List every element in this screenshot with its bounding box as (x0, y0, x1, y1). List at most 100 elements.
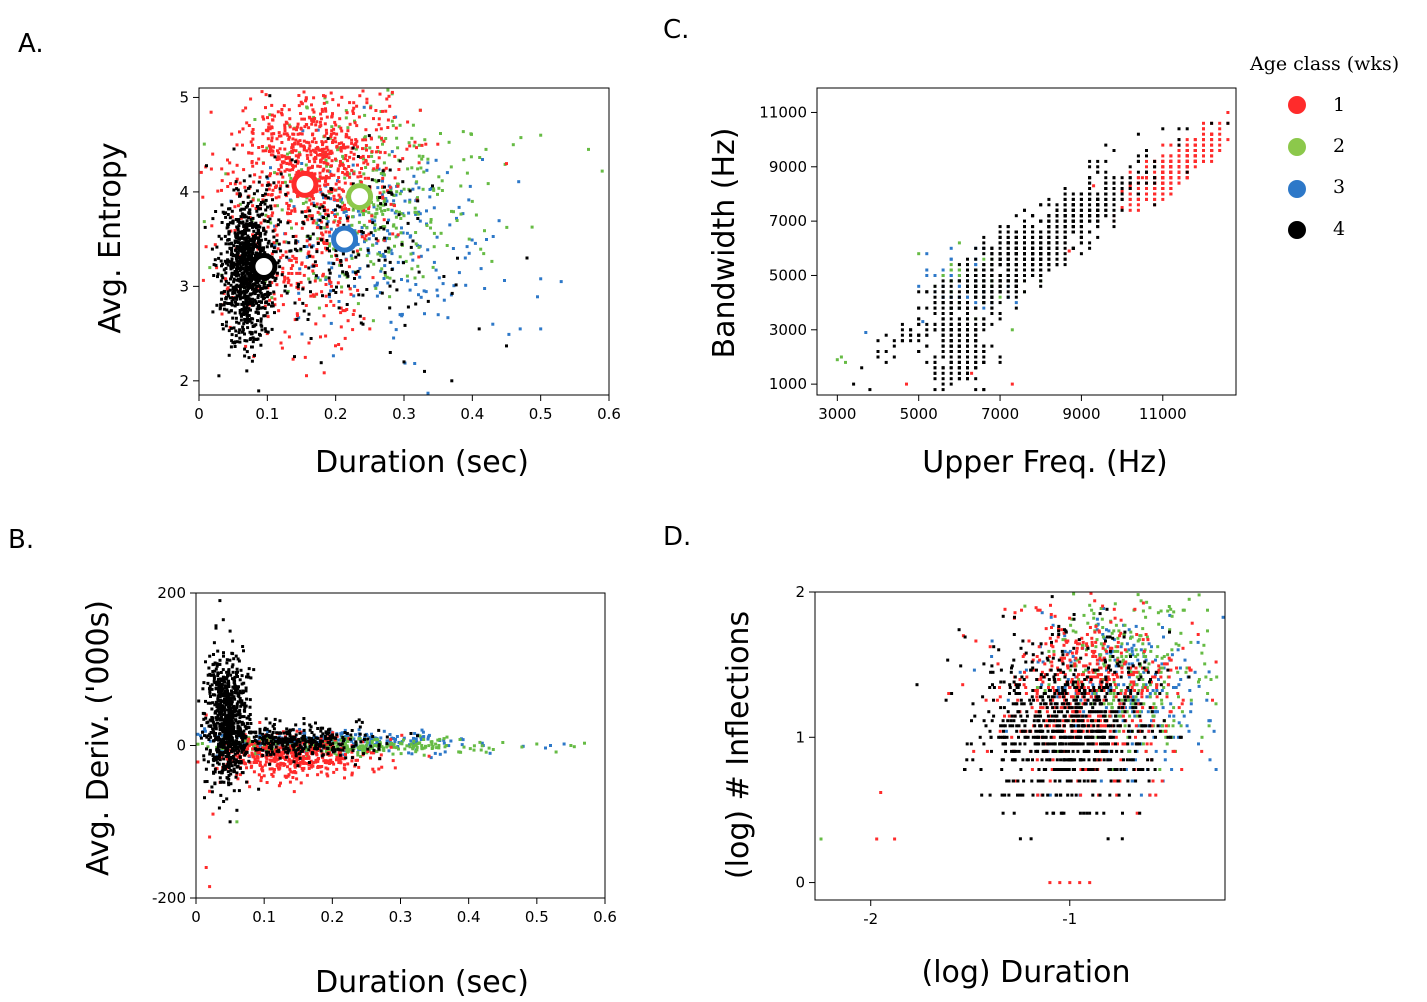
data-point (286, 289, 290, 293)
data-point (238, 236, 241, 240)
data-point (266, 315, 270, 319)
data-point (215, 748, 219, 752)
data-point (925, 268, 929, 272)
data-point (250, 160, 254, 163)
data-point (222, 780, 226, 784)
data-point (233, 675, 237, 679)
data-point (412, 739, 416, 743)
data-point (293, 318, 297, 322)
data-point (243, 347, 247, 351)
data-point (333, 120, 337, 124)
data-point (359, 755, 363, 758)
data-point (363, 750, 367, 754)
data-point (338, 146, 341, 150)
data-point (297, 169, 301, 173)
data-point (217, 770, 221, 774)
data-point (1014, 301, 1018, 305)
data-point (328, 136, 332, 140)
data-point (293, 207, 297, 211)
data-point (267, 144, 271, 148)
data-point (244, 238, 248, 242)
data-point (361, 154, 365, 158)
data-point (324, 194, 328, 198)
data-point (231, 670, 235, 674)
data-point (266, 137, 270, 141)
data-point (240, 308, 244, 311)
data-point (375, 180, 379, 184)
data-point (312, 173, 316, 177)
data-point (258, 721, 262, 724)
data-point (286, 156, 290, 160)
data-point (336, 223, 340, 227)
data-point (436, 313, 440, 317)
data-point (332, 131, 336, 135)
data-point (243, 254, 247, 258)
data-point (308, 198, 312, 202)
data-point (232, 760, 236, 764)
data-point (417, 270, 421, 274)
data-point (311, 761, 315, 765)
data-point (240, 261, 244, 265)
data-point (423, 369, 426, 373)
data-point (332, 209, 335, 212)
data-point (925, 274, 929, 277)
data-point (431, 265, 435, 269)
data-point (215, 718, 219, 722)
panel-c-label: C. (663, 15, 689, 45)
data-point (232, 288, 236, 292)
data-point (309, 725, 313, 729)
data-point (380, 136, 383, 140)
data-point (234, 232, 238, 236)
data-point (434, 158, 438, 162)
data-point (220, 756, 224, 760)
data-point (231, 220, 235, 224)
data-point (343, 731, 347, 734)
data-point (199, 734, 202, 738)
data-point (238, 245, 242, 249)
data-point (414, 283, 418, 286)
data-point (334, 741, 338, 744)
data-point (259, 747, 262, 751)
data-point (231, 316, 235, 320)
panel-c: C. 3000 5000 7000 9000 110001000300050007000… (663, 15, 1237, 480)
data-point (372, 738, 376, 742)
data-point (220, 274, 224, 278)
data-point (381, 176, 385, 180)
data-point (280, 755, 284, 759)
data-point (225, 728, 229, 732)
data-point (280, 294, 283, 298)
data-point (406, 167, 410, 171)
data-point (429, 756, 433, 760)
data-point (213, 258, 217, 262)
data-point (382, 161, 386, 165)
data-point (300, 102, 304, 106)
data-point (280, 740, 284, 744)
data-point (336, 281, 340, 285)
data-point (297, 282, 301, 286)
data-point (380, 209, 384, 213)
data-point (216, 272, 220, 276)
data-point (235, 672, 238, 676)
data-point (262, 744, 266, 748)
data-point (303, 117, 306, 121)
data-point (337, 742, 341, 746)
data-point (235, 177, 239, 181)
y-tick-label: 200 (157, 584, 186, 602)
data-point (256, 231, 260, 235)
data-point (305, 153, 309, 157)
data-point (312, 110, 316, 114)
data-point (245, 766, 248, 770)
data-point (229, 345, 233, 349)
data-point (230, 132, 234, 136)
data-point (238, 742, 242, 746)
data-point (225, 250, 229, 254)
data-point (356, 209, 360, 213)
data-point (212, 274, 216, 277)
data-point (244, 106, 248, 110)
data-point (372, 160, 376, 163)
data-point (417, 210, 421, 214)
data-point (216, 714, 220, 717)
data-point (302, 309, 306, 313)
data-point (375, 740, 379, 744)
data-point (240, 274, 244, 278)
